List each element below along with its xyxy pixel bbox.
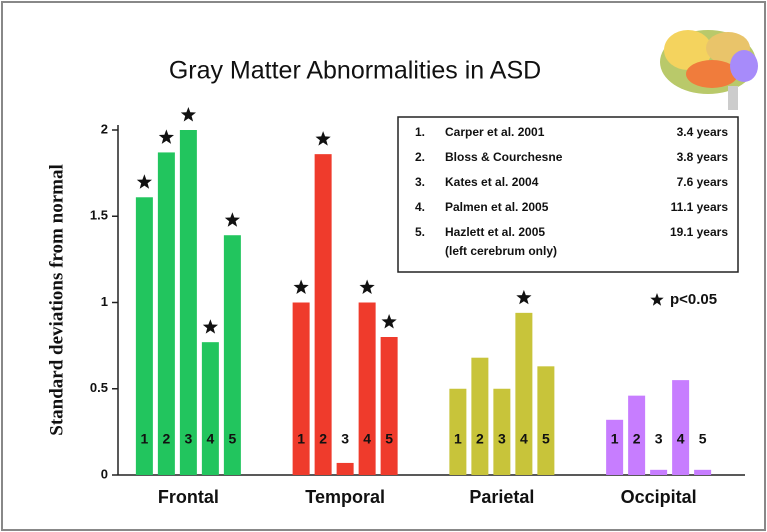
y-tick-label: 0.5 xyxy=(90,380,108,395)
bar-label: 4 xyxy=(677,431,685,447)
legend-number: 4. xyxy=(415,200,425,214)
bar xyxy=(515,313,532,475)
legend-age: 11.1 years xyxy=(671,200,729,214)
legend-number: 1. xyxy=(415,125,425,139)
x-tick-label: Frontal xyxy=(158,487,219,507)
bar-label: 1 xyxy=(611,431,619,447)
bar-label: 5 xyxy=(699,431,707,447)
bar-label: 1 xyxy=(140,431,148,447)
bar-label: 4 xyxy=(520,431,528,447)
legend-study: Palmen et al. 2005 xyxy=(445,200,549,214)
bar-label: 3 xyxy=(184,431,192,447)
bar-label: 2 xyxy=(633,431,641,447)
significance-label: p<0.05 xyxy=(670,291,717,308)
bar xyxy=(672,380,689,475)
bar xyxy=(537,366,554,475)
y-axis-label: Standard deviations from normal xyxy=(46,164,67,435)
x-tick-label: Temporal xyxy=(305,487,385,507)
bar xyxy=(180,130,197,475)
bar-label: 2 xyxy=(162,431,170,447)
legend-age: 19.1 years xyxy=(670,225,728,239)
bar-label: 2 xyxy=(319,431,327,447)
legend-study: Hazlett et al. 2005 xyxy=(445,225,545,239)
y-tick-label: 2 xyxy=(101,121,108,136)
bar-label: 3 xyxy=(341,431,349,447)
bar-label: 5 xyxy=(228,431,236,447)
chart: Gray Matter Abnormalities in ASD 00.511.… xyxy=(0,0,767,532)
legend-number: 5. xyxy=(415,225,425,239)
y-tick-label: 1.5 xyxy=(90,208,108,223)
x-tick-label: Occipital xyxy=(621,487,697,507)
legend-age: 3.4 years xyxy=(677,125,729,139)
legend-number: 3. xyxy=(415,175,425,189)
y-tick-label: 1 xyxy=(101,294,108,309)
legend-note: (left cerebrum only) xyxy=(445,244,557,258)
bar-label: 3 xyxy=(655,431,663,447)
legend-study: Kates et al. 2004 xyxy=(445,175,539,189)
bar-label: 5 xyxy=(542,431,550,447)
bar-label: 5 xyxy=(385,431,393,447)
bar xyxy=(381,337,398,475)
legend-age: 3.8 years xyxy=(677,150,729,164)
bar xyxy=(315,154,332,475)
bar-label: 2 xyxy=(476,431,484,447)
bar xyxy=(471,358,488,475)
bar xyxy=(650,470,667,475)
bar-label: 3 xyxy=(498,431,506,447)
legend-number: 2. xyxy=(415,150,425,164)
bar xyxy=(606,420,623,475)
legend-study: Bloss & Courchesne xyxy=(445,150,563,164)
bar xyxy=(293,303,310,476)
legend-age: 7.6 years xyxy=(677,175,729,189)
bar-label: 4 xyxy=(363,431,371,447)
y-tick-label: 0 xyxy=(101,466,108,481)
bar xyxy=(202,342,219,475)
bar xyxy=(359,303,376,476)
bar xyxy=(337,463,354,475)
x-tick-label: Parietal xyxy=(469,487,534,507)
bar-label: 4 xyxy=(206,431,214,447)
bar-label: 1 xyxy=(454,431,462,447)
bar xyxy=(694,470,711,475)
chart-title: Gray Matter Abnormalities in ASD xyxy=(169,57,541,85)
legend-study: Carper et al. 2001 xyxy=(445,125,545,139)
bar-label: 1 xyxy=(297,431,305,447)
bar xyxy=(158,152,175,475)
